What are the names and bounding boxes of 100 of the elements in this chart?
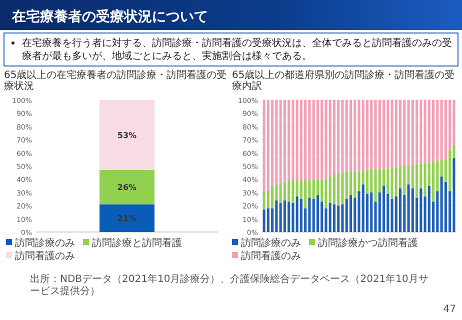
bar — [300, 100, 302, 181]
bar — [275, 100, 278, 184]
bar — [436, 191, 439, 232]
bar — [288, 180, 290, 202]
bar — [420, 188, 422, 232]
legend-label: 訪問看護のみ — [15, 250, 75, 262]
bar — [362, 100, 364, 172]
bar — [262, 191, 266, 210]
bar — [262, 100, 266, 192]
bar — [266, 100, 270, 190]
bar — [304, 100, 307, 181]
data-label: 26% — [117, 183, 137, 192]
bar — [420, 100, 422, 164]
bar — [332, 204, 336, 232]
bar — [316, 100, 320, 180]
bar — [349, 171, 352, 196]
bar — [424, 163, 426, 196]
bar — [407, 166, 410, 184]
bar — [100, 100, 154, 170]
bar — [354, 171, 356, 198]
chart-title: 65歳以上の都道府県別の訪問診療・訪問看護の受療内訳 — [232, 69, 455, 92]
bar — [370, 100, 373, 170]
bar — [366, 170, 369, 194]
bar — [428, 100, 430, 162]
bar — [288, 100, 290, 181]
bar — [332, 174, 336, 204]
bar — [349, 100, 352, 172]
bar — [378, 100, 381, 169]
bar — [411, 100, 414, 165]
bar — [283, 182, 286, 200]
bar — [308, 198, 311, 232]
data-label: 21% — [117, 214, 137, 224]
bar — [324, 179, 328, 208]
bar — [382, 100, 386, 169]
bar — [266, 208, 270, 232]
bar — [279, 100, 282, 184]
bar — [424, 100, 426, 164]
legend-label: 訪問診療と訪問看護 — [92, 237, 182, 249]
bar — [279, 184, 282, 203]
data-label: 53% — [117, 130, 137, 140]
text: 在宅療養を行う者に対する、訪問診療・訪問看護の受療状況は、全体でみると訪問看護のみの受療者が最も多いが、地域ごとにみると、実施割合は様々である。 — [22, 37, 452, 62]
bar — [328, 202, 332, 232]
bar — [416, 100, 418, 165]
bar — [324, 100, 328, 180]
bar — [337, 100, 340, 173]
bar — [262, 210, 266, 232]
bar — [292, 202, 294, 232]
bar — [283, 100, 286, 182]
legend-label: 訪問看護のみ — [241, 250, 301, 262]
bar — [382, 186, 386, 232]
bar — [436, 100, 439, 161]
bar — [341, 172, 344, 204]
bar — [341, 100, 344, 173]
legend-label: 訪問診療かつ訪問看護 — [318, 237, 418, 249]
bar — [345, 199, 348, 232]
bar — [100, 170, 154, 204]
bar — [390, 100, 394, 168]
bar — [394, 167, 398, 196]
bar — [390, 167, 394, 199]
chart-title: 65歳以上の在宅療養者の訪問診療・訪問看護の受療状況 — [4, 69, 227, 92]
bar — [312, 199, 315, 232]
bar — [312, 179, 315, 199]
bar — [416, 164, 418, 198]
bar — [300, 199, 302, 232]
text: 在宅療養者の受療状況について — [11, 8, 208, 25]
bar — [374, 170, 377, 202]
bar — [432, 162, 435, 202]
bar — [271, 100, 274, 186]
bar — [349, 195, 352, 232]
bar — [316, 195, 320, 232]
bar — [345, 100, 348, 172]
bar — [100, 204, 154, 232]
bar — [337, 206, 340, 232]
bar — [398, 100, 402, 166]
bar — [370, 192, 373, 232]
bar — [275, 200, 278, 232]
bar — [432, 100, 435, 162]
bar — [398, 188, 402, 232]
bar — [403, 166, 406, 196]
bar — [271, 186, 274, 208]
bar — [386, 100, 390, 169]
text: 出所：NDBデータ（2021年10月診療分）、介護保険総合データベース（2021年10月サービス提供分） — [30, 273, 428, 297]
bar — [428, 186, 430, 232]
bar — [337, 172, 340, 206]
bar — [328, 100, 332, 177]
bar — [440, 176, 443, 232]
bar — [394, 100, 398, 168]
bar — [407, 184, 410, 232]
bar — [358, 100, 360, 172]
bar — [296, 180, 298, 196]
bar — [288, 202, 290, 232]
bar — [444, 100, 447, 160]
bar — [440, 100, 443, 160]
bar — [407, 100, 410, 166]
bar — [296, 196, 298, 232]
bar — [279, 202, 282, 232]
bar — [362, 184, 364, 232]
bar — [411, 188, 414, 232]
bar — [296, 100, 298, 181]
bar — [374, 100, 377, 170]
